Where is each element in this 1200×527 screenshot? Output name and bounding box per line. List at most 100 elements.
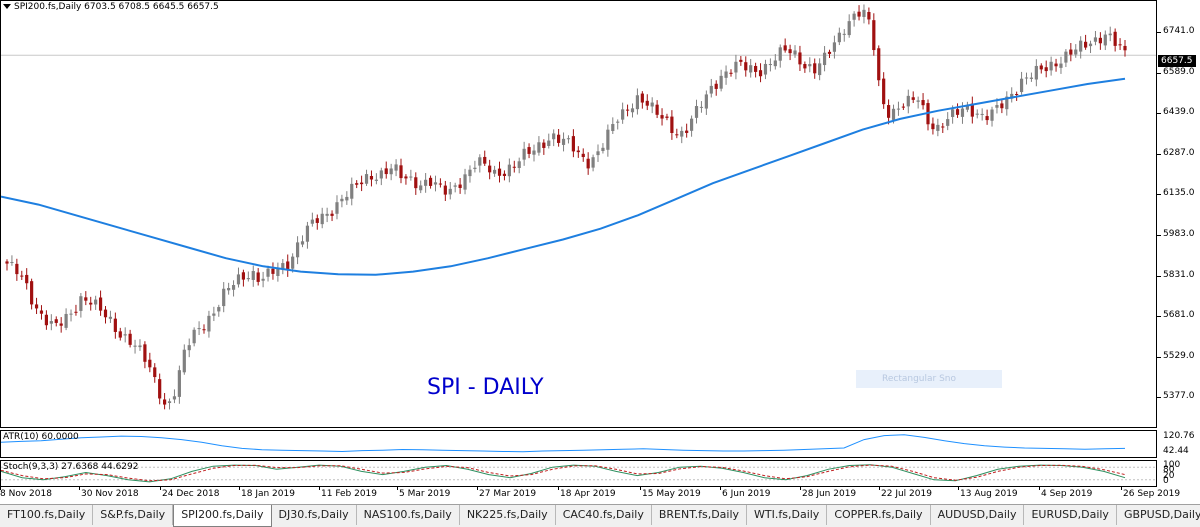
date-axis-tick xyxy=(160,487,161,490)
candle xyxy=(1024,72,1029,85)
candle-body xyxy=(103,309,108,318)
candle-body xyxy=(158,379,162,399)
stoch-axis-label: 0 xyxy=(1163,476,1169,486)
chart-tab[interactable]: FT100.fs,Daily xyxy=(0,505,94,525)
price-chart-panel[interactable]: SPI200.fs,Daily 6703.5 6708.5 6645.5 665… xyxy=(0,0,1157,428)
chart-tab[interactable]: AUDUSD,Daily xyxy=(931,505,1025,525)
candle xyxy=(862,4,866,24)
candle-body xyxy=(300,241,305,245)
candle-body xyxy=(94,299,98,305)
chart-tab[interactable]: NK225.fs,Daily xyxy=(460,505,556,525)
candle xyxy=(739,56,743,66)
candle-body xyxy=(522,148,526,160)
candle xyxy=(576,146,580,158)
candle-body xyxy=(586,158,590,169)
candle-body xyxy=(680,130,684,137)
candle xyxy=(813,58,817,79)
chart-tab[interactable]: BRENT.fs,Daily xyxy=(652,505,748,525)
candle xyxy=(84,291,88,306)
candle-body xyxy=(315,218,319,223)
candle-body xyxy=(39,310,44,314)
candle xyxy=(931,117,935,135)
candle-body xyxy=(118,331,122,338)
candle-body xyxy=(685,130,689,133)
candle-body xyxy=(842,33,846,35)
price-chart-svg[interactable] xyxy=(1,1,1156,427)
chart-tab[interactable]: COPPER.fs,Daily xyxy=(827,505,931,525)
collapse-triangle-icon[interactable] xyxy=(3,4,11,9)
candle-body xyxy=(502,173,507,176)
time-axis[interactable]: 8 Nov 2018 30 Nov 2018 24 Dec 2018 18 Jan 2… xyxy=(0,487,1200,501)
candle-body xyxy=(325,213,329,216)
candle xyxy=(872,13,876,56)
date-axis-tick xyxy=(1121,487,1122,490)
candle xyxy=(901,103,905,110)
candle-body xyxy=(433,182,438,185)
chart-tab[interactable]: GBPUSD,Daily xyxy=(1117,505,1200,525)
candle-body xyxy=(478,157,482,166)
price-axis[interactable]: 6741.0 6589.0 6439.0 6287.0 6135.0 5983.0 5831… xyxy=(1157,0,1200,428)
candle-body xyxy=(601,147,605,152)
candle-body xyxy=(330,213,334,216)
candle-body xyxy=(295,242,300,258)
candle-body xyxy=(704,94,708,109)
candle-body xyxy=(305,225,310,242)
candle xyxy=(295,236,300,265)
candle xyxy=(158,373,162,405)
price-axis-label: 6287.0 xyxy=(1163,147,1195,158)
stochastic-panel[interactable]: Stoch(9,3,3) 27.6368 44.6292 xyxy=(0,460,1157,487)
candle xyxy=(1108,26,1112,42)
candle xyxy=(325,207,329,223)
chart-tab[interactable]: EURUSD,Daily xyxy=(1024,505,1117,525)
candle-body xyxy=(453,185,457,187)
candle xyxy=(1088,40,1093,54)
chart-tab[interactable]: SPI200.fs,Daily xyxy=(173,505,272,527)
date-axis-label: 8 Nov 2018 xyxy=(0,489,52,499)
atr-axis: 120.76 42.44 xyxy=(1157,430,1200,458)
chart-tab[interactable]: CAC40.fs,Daily xyxy=(556,505,652,525)
candle xyxy=(379,167,383,186)
candle-body xyxy=(857,11,861,17)
candle xyxy=(906,89,910,114)
candle-body xyxy=(217,307,221,312)
candle xyxy=(1074,44,1078,58)
rectangle-object-label[interactable]: Rectangular Sno xyxy=(856,370,1002,388)
candle xyxy=(1069,43,1073,62)
candle-body xyxy=(108,316,113,319)
candle-body xyxy=(163,399,167,405)
candle xyxy=(596,144,600,162)
candle xyxy=(557,129,561,147)
date-axis-label: 15 May 2019 xyxy=(642,489,701,499)
candle-body xyxy=(384,168,388,175)
candle-body xyxy=(611,124,615,131)
candle-body xyxy=(512,166,516,168)
price-axis-label: 6741.0 xyxy=(1163,25,1195,36)
candle-body xyxy=(537,142,541,153)
candle xyxy=(103,306,108,324)
date-axis-label: 6 Jun 2019 xyxy=(722,489,771,499)
chart-tab[interactable]: S&P.fs,Daily xyxy=(93,505,174,525)
chart-tab[interactable]: NAS100.fs,Daily xyxy=(357,505,460,525)
date-axis-label: 26 Sep 2019 xyxy=(1123,489,1181,499)
candle xyxy=(970,96,974,124)
candle-body xyxy=(153,367,157,378)
atr-panel[interactable]: ATR(10) 60.0000 xyxy=(0,430,1157,458)
candle xyxy=(635,88,640,115)
candle-body xyxy=(419,185,423,191)
candle-body xyxy=(916,100,920,102)
candle-body xyxy=(256,272,260,282)
candle-body xyxy=(778,47,782,61)
candle xyxy=(271,262,275,280)
candle xyxy=(79,293,83,318)
candle xyxy=(34,297,39,315)
candle xyxy=(1044,60,1048,78)
chart-tab[interactable]: WTI.fs,Daily xyxy=(747,505,828,525)
candle xyxy=(340,194,344,208)
candle xyxy=(69,309,73,322)
chart-tab[interactable]: DJ30.fs,Daily xyxy=(272,505,357,525)
candle-body xyxy=(699,106,704,108)
candle xyxy=(571,129,575,158)
candle-body xyxy=(985,116,989,121)
candle xyxy=(1039,63,1043,74)
candle-body xyxy=(1064,51,1068,63)
